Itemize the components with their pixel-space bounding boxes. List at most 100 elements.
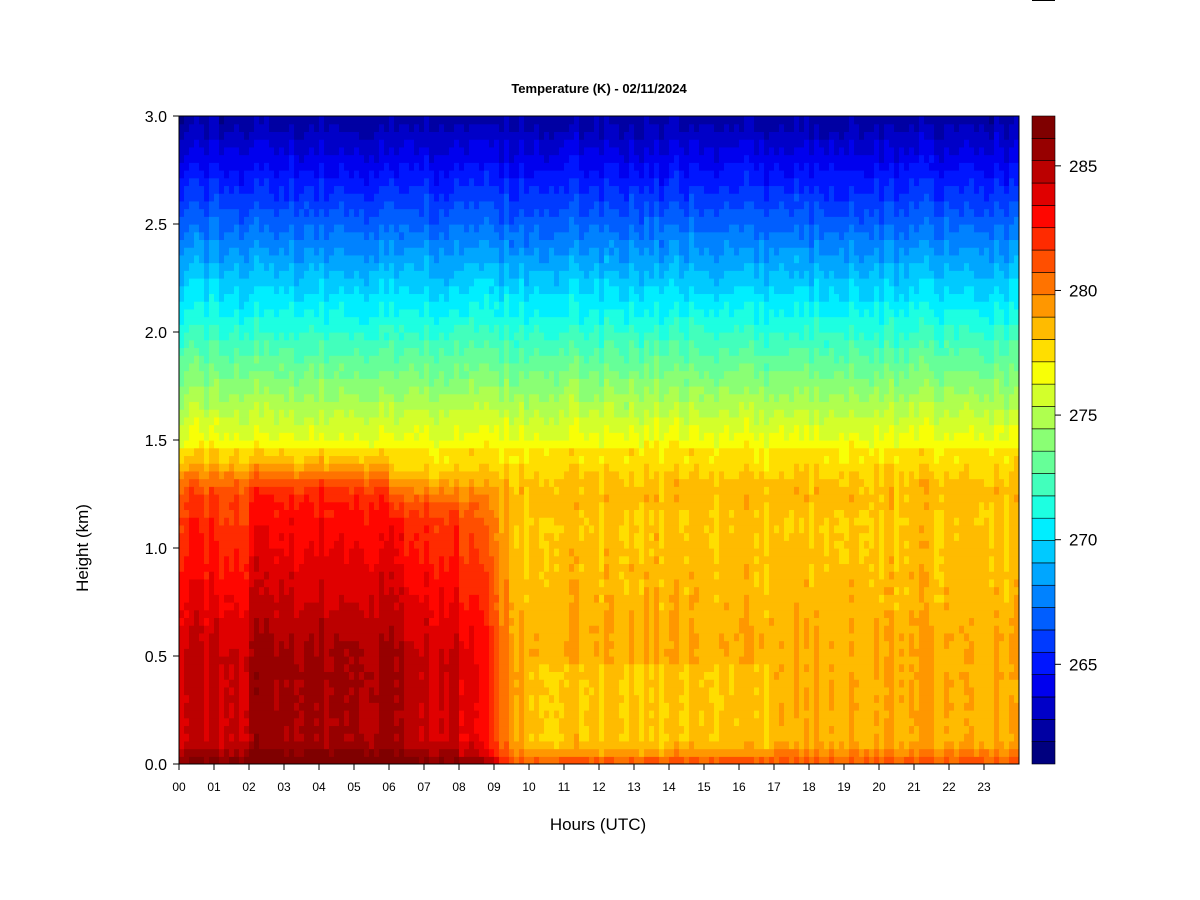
heatmap-cell: [279, 540, 285, 549]
heatmap-cell: [194, 177, 200, 187]
heatmap-cell: [354, 409, 360, 418]
heatmap-cell: [424, 740, 430, 750]
heatmap-cell: [409, 524, 415, 534]
heatmap-cell: [324, 409, 330, 418]
heatmap-cell: [324, 432, 330, 441]
heatmap-cell: [294, 386, 300, 395]
heatmap-cell: [244, 401, 250, 410]
heatmap-cell: [264, 154, 270, 163]
heatmap-cell: [369, 362, 375, 372]
heatmap-cell: [294, 571, 300, 580]
heatmap-cell: [469, 524, 475, 534]
heatmap-cell: [299, 617, 305, 626]
heatmap-cell: [389, 463, 395, 472]
heatmap-cell: [274, 424, 280, 433]
heatmap-cell: [374, 177, 380, 187]
heatmap-cell: [249, 594, 255, 603]
heatmap-cell: [259, 440, 265, 449]
heatmap-cell: [269, 594, 275, 603]
heatmap-cell: [219, 586, 225, 595]
heatmap-cell: [304, 756, 310, 764]
heatmap-cell: [364, 640, 370, 649]
heatmap-cell: [424, 609, 430, 619]
heatmap-cell: [289, 632, 295, 642]
heatmap-cell: [444, 285, 450, 295]
heatmap-cell: [314, 578, 320, 588]
heatmap-cell: [239, 447, 245, 457]
heatmap-cell: [469, 193, 475, 202]
heatmap-cell: [209, 710, 215, 719]
heatmap-cell: [399, 478, 405, 487]
heatmap-cell: [334, 254, 340, 264]
heatmap-cell: [429, 578, 435, 588]
heatmap-cell: [464, 139, 470, 148]
heatmap-cell: [369, 278, 375, 287]
heatmap-cell: [324, 123, 330, 133]
heatmap-cell: [459, 594, 465, 603]
heatmap-cell: [304, 393, 310, 403]
heatmap-cell: [419, 578, 425, 588]
heatmap-cell: [319, 231, 325, 241]
heatmap-cell: [224, 193, 230, 202]
heatmap-cell: [239, 748, 245, 757]
heatmap-cell: [404, 617, 410, 626]
heatmap-cell: [299, 686, 305, 696]
heatmap-cell: [349, 301, 355, 310]
heatmap-cell: [474, 609, 480, 619]
heatmap-cell: [214, 293, 220, 302]
heatmap-cell: [269, 486, 275, 495]
heatmap-cell: [254, 316, 260, 325]
heatmap-cell: [274, 509, 280, 518]
heatmap-cell: [339, 432, 345, 441]
heatmap-cell: [379, 733, 385, 742]
heatmap-cell: [409, 470, 415, 480]
heatmap-cell: [319, 116, 325, 125]
heatmap-cell: [454, 740, 460, 750]
heatmap-cell: [199, 478, 205, 487]
heatmap-cell: [289, 416, 295, 426]
heatmap-cell: [379, 748, 385, 757]
heatmap-cell: [344, 378, 350, 387]
heatmap-cell: [269, 177, 275, 187]
heatmap-cell: [359, 393, 365, 403]
heatmap-cell: [299, 725, 305, 734]
heatmap-cell: [464, 756, 470, 764]
heatmap-cell: [459, 362, 465, 372]
heatmap-cell: [434, 170, 440, 179]
heatmap-cell: [424, 224, 430, 233]
heatmap-cell: [214, 308, 220, 318]
heatmap-cell: [439, 278, 445, 287]
heatmap-cell: [214, 239, 220, 248]
heatmap-cell: [334, 116, 340, 125]
heatmap-cell: [444, 656, 450, 665]
heatmap-cell: [354, 710, 360, 719]
heatmap-cell: [309, 231, 315, 241]
heatmap-cell: [314, 478, 320, 487]
heatmap-cell: [279, 494, 285, 503]
heatmap-cell: [394, 131, 400, 140]
heatmap-cell: [439, 131, 445, 140]
heatmap-cell: [274, 532, 280, 541]
heatmap-cell: [359, 702, 365, 711]
heatmap-cell: [349, 625, 355, 634]
heatmap-cell: [189, 177, 195, 187]
heatmap-cell: [264, 609, 270, 619]
heatmap-cell: [199, 146, 205, 156]
heatmap-cell: [329, 262, 335, 271]
heatmap-cell: [384, 170, 390, 179]
heatmap-cell: [419, 609, 425, 619]
heatmap-cell: [314, 517, 320, 526]
heatmap-cell: [319, 540, 325, 549]
heatmap-cell: [189, 401, 195, 410]
heatmap-cell: [439, 393, 445, 403]
heatmap-cell: [394, 424, 400, 433]
heatmap-cell: [389, 571, 395, 580]
heatmap-cell: [459, 231, 465, 241]
heatmap-cell: [254, 625, 260, 634]
heatmap-cell: [289, 540, 295, 549]
heatmap-cell: [259, 301, 265, 310]
heatmap-cell: [429, 432, 435, 441]
heatmap-cell: [234, 301, 240, 310]
heatmap-cell: [294, 146, 300, 156]
heatmap-cell: [424, 671, 430, 680]
